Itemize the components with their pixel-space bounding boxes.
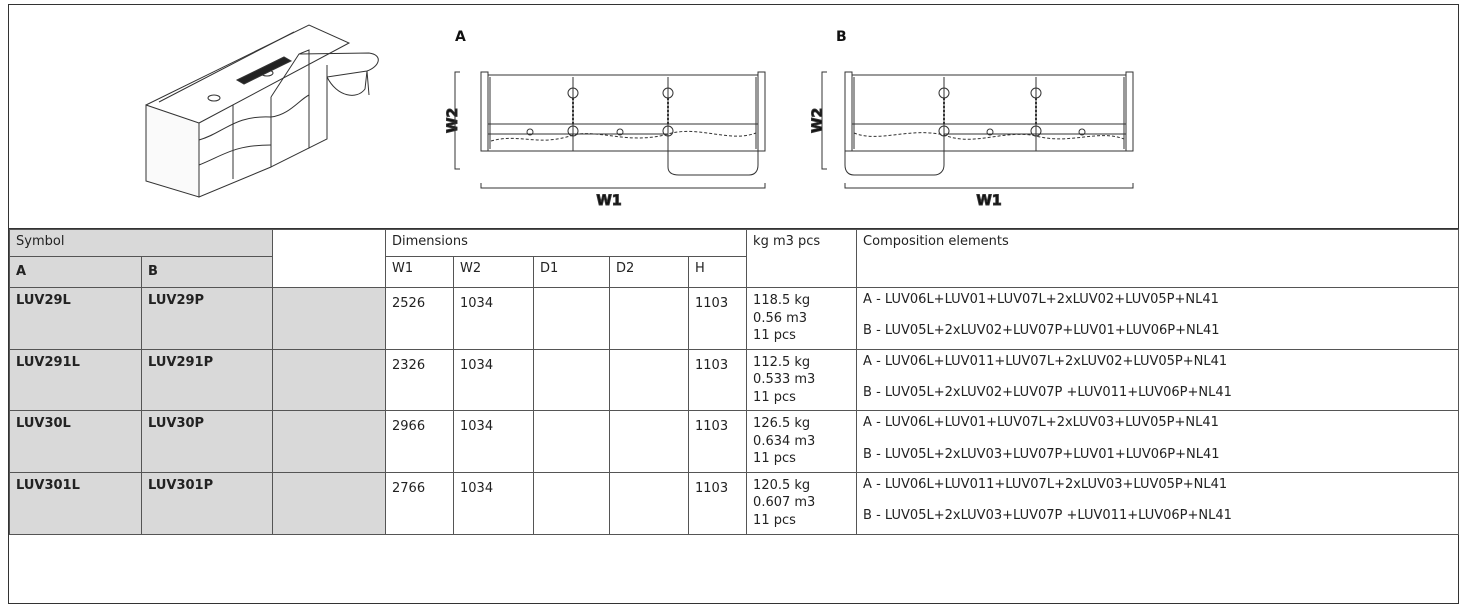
value-d2 [609, 471, 689, 535]
composition-a: A - LUV06L+LUV01+LUV07L+2xLUV02+LUV05P+N… [863, 292, 1219, 307]
composition-b: B - LUV05L+2xLUV03+LUV07P +LUV011+LUV06P… [863, 508, 1232, 524]
blank-header-cell [272, 229, 386, 257]
value-h: 1103 [687, 471, 748, 535]
weight: 126.5 kg [753, 416, 811, 432]
composition-header-cont [856, 256, 1460, 288]
width-label-b: W1 [976, 193, 1001, 209]
composition-table: Symbol Dimensions kg m3 pcs Composition … [9, 229, 1460, 535]
value-w2: 1034 [453, 471, 534, 535]
blank-cell [272, 348, 386, 412]
dim-header-d2: D2 [609, 256, 689, 288]
dim-header-w1: W1 [385, 256, 454, 288]
pieces: 11 pcs [753, 328, 796, 344]
value-d1 [533, 287, 610, 350]
dimensions-header: Dimensions [384, 229, 748, 257]
header-row-2: A B W1 W2 D1 D2 H [9, 256, 1460, 288]
composition-b: B - LUV05L+2xLUV02+LUV07P+LUV01+LUV06P+N… [863, 323, 1220, 339]
header-row-1: Symbol Dimensions kg m3 pcs Composition … [9, 229, 1460, 257]
value-w2: 1034 [453, 287, 534, 350]
column-a-header: A [9, 256, 142, 288]
value-w1: 2766 [385, 471, 454, 535]
symbol-b: LUV30P [141, 410, 273, 473]
composition-a: A - LUV06L+LUV011+LUV07L+2xLUV03+LUV05P+… [863, 476, 1228, 492]
value-d1 [533, 410, 610, 473]
symbol-b: LUV301P [141, 471, 273, 535]
volume: 0.634 m3 [753, 433, 816, 449]
volume: 0.533 m3 [753, 372, 816, 388]
value-d2 [609, 287, 689, 350]
packaging-header: kg m3 pcs [746, 229, 858, 257]
value-w2: 1034 [453, 410, 534, 473]
packaging-info: 120.5 kg 0.607 m3 11 pcs [746, 471, 858, 535]
symbol-header: Symbol [9, 229, 273, 257]
composition-a: A - LUV06L+LUV01+LUV07L+2xLUV03+LUV05P+N… [863, 415, 1219, 431]
value-h: 1103 [687, 348, 748, 412]
packaging-info: 126.5 kg 0.634 m3 11 pcs [746, 410, 858, 473]
depth-label-b: W2 [810, 108, 826, 133]
value-w1: 2326 [385, 348, 454, 412]
table-row: LUV301L LUV301P 2766 1034 1103 120.5 kg … [9, 471, 1460, 535]
dim-header-w2: W2 [453, 256, 534, 288]
symbol-b: LUV29P [141, 287, 273, 350]
pieces: 11 pcs [753, 389, 796, 405]
dim-header-h: H [687, 256, 748, 288]
packaging-header-cont [746, 256, 858, 288]
value-d1 [533, 348, 610, 412]
blank-cell [272, 287, 386, 350]
composition: A - LUV06L+LUV01+LUV07L+2xLUV03+LUV05P+N… [856, 410, 1460, 473]
value-d1 [533, 471, 610, 535]
composition: A - LUV06L+LUV011+LUV07L+2xLUV02+LUV05P+… [856, 348, 1460, 412]
composition: A - LUV06L+LUV01+LUV07L+2xLUV02+LUV05P+N… [856, 287, 1460, 350]
weight: 112.5 kg [753, 354, 811, 370]
table-row: LUV29L LUV29P 2526 1034 1103 118.5 kg 0.… [9, 287, 1460, 350]
pieces: 11 pcs [753, 451, 796, 467]
variant-a-label: A [455, 29, 466, 45]
depth-label-a: W2 [445, 108, 461, 133]
table-row: LUV291L LUV291P 2326 1034 1103 112.5 kg … [9, 348, 1460, 412]
table-row: LUV30L LUV30P 2966 1034 1103 126.5 kg 0.… [9, 410, 1460, 473]
spec-sheet: A W2 W1 [8, 4, 1460, 604]
value-d2 [609, 348, 689, 412]
value-h: 1103 [687, 287, 748, 350]
symbol-b: LUV291P [141, 348, 273, 412]
packaging-info: 112.5 kg 0.533 m3 11 pcs [746, 348, 858, 412]
composition-b: B - LUV05L+2xLUV03+LUV07P+LUV01+LUV06P+N… [863, 446, 1220, 462]
variant-b-label: B [836, 29, 847, 45]
figure-area: A W2 W1 [9, 5, 1458, 229]
value-h: 1103 [687, 410, 748, 473]
symbol-a: LUV30L [9, 410, 142, 473]
pieces: 11 pcs [753, 513, 796, 529]
value-w2: 1034 [453, 348, 534, 412]
volume: 0.56 m3 [753, 310, 808, 326]
blank-cell [272, 410, 386, 473]
value-d2 [609, 410, 689, 473]
plan-view-b: W2 W1 [810, 71, 1134, 210]
plan-view-a: W2 W1 [445, 71, 766, 210]
reception-desk-perspective [145, 24, 379, 198]
symbol-a: LUV29L [9, 287, 142, 350]
composition-b: B - LUV05L+2xLUV02+LUV07P +LUV011+LUV06P… [863, 384, 1232, 400]
volume: 0.607 m3 [753, 495, 816, 511]
composition-a: A - LUV06L+LUV011+LUV07L+2xLUV02+LUV05P+… [863, 353, 1228, 369]
blank-cell [272, 471, 386, 535]
weight: 118.5 kg [753, 293, 811, 308]
symbol-a: LUV301L [9, 471, 142, 535]
weight: 120.5 kg [753, 477, 811, 493]
value-w1: 2526 [385, 287, 454, 350]
width-label-a: W1 [596, 193, 621, 209]
symbol-a: LUV291L [9, 348, 142, 412]
composition-header: Composition elements [856, 229, 1460, 257]
composition: A - LUV06L+LUV011+LUV07L+2xLUV03+LUV05P+… [856, 471, 1460, 535]
packaging-info: 118.5 kg 0.56 m3 11 pcs [746, 287, 858, 350]
value-w1: 2966 [385, 410, 454, 473]
dim-header-d1: D1 [533, 256, 610, 288]
column-b-header: B [141, 256, 273, 288]
drawings: A W2 W1 [145, 24, 1134, 210]
blank-header-cell [272, 256, 386, 288]
